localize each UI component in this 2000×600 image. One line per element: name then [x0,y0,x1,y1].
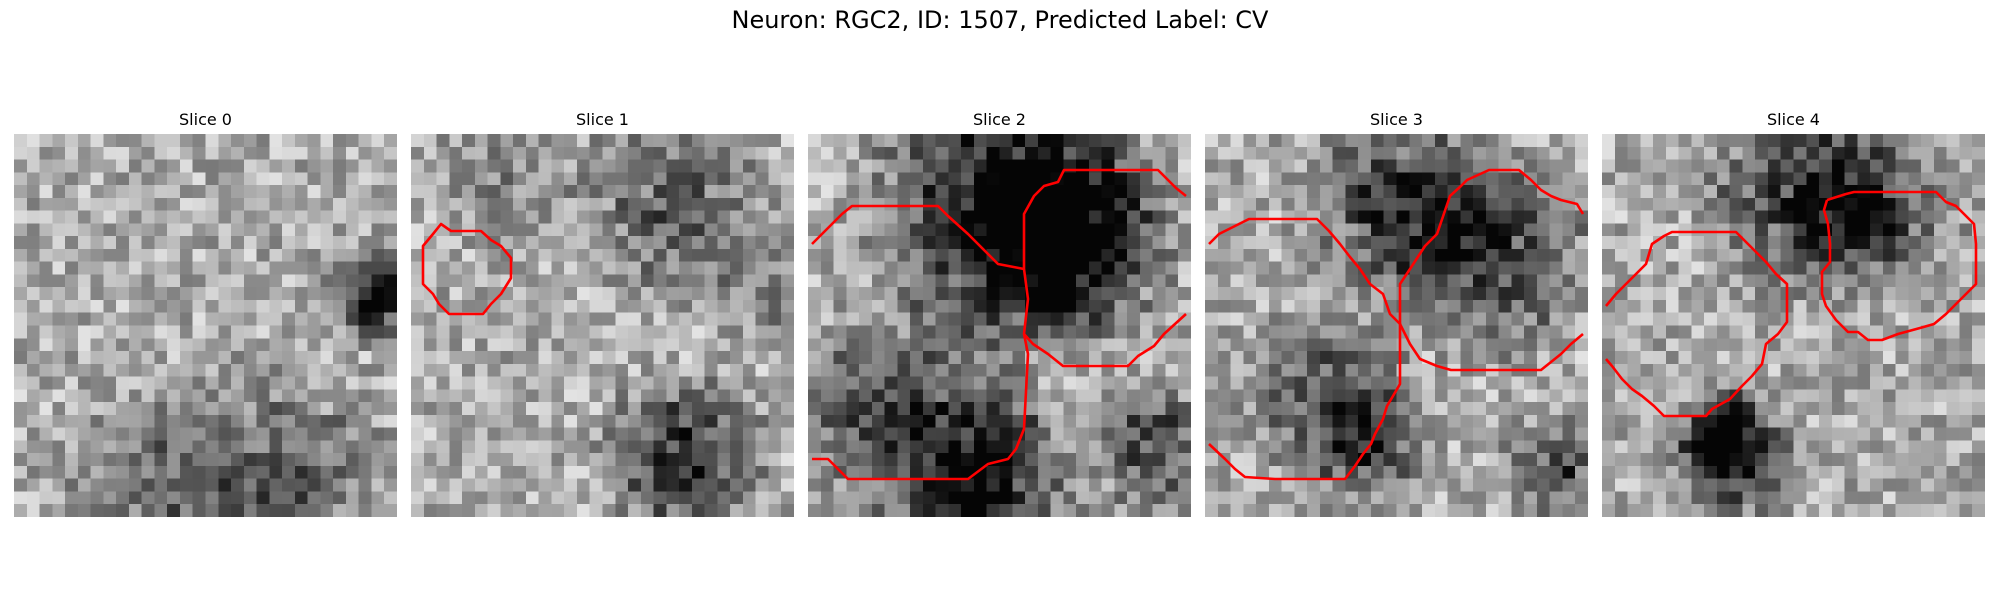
slice-2-contour-a [811,168,1187,271]
slice-4-image [1602,134,1985,517]
slice-1-overlay [421,222,513,316]
slice-2-overlay [811,168,1187,481]
slice-3-title: Slice 3 [1370,110,1423,129]
slice-0-image [14,134,397,517]
slice-2-pixels [808,134,1191,517]
slice-3-contour-c [1398,323,1584,372]
slice-0-pixels [14,134,397,517]
slice-4-pixels [1602,134,1985,517]
slice-4-overlay [1605,190,1978,418]
slice-0-overlay [14,134,397,517]
slice-1-title: Slice 1 [576,110,629,129]
slice-3-contour-b [1398,168,1585,324]
slice-3-contour-a [1208,217,1402,481]
slice-4-contour-a [1605,230,1789,418]
slice-0-title: Slice 0 [179,110,232,129]
slice-3-overlay [1208,168,1585,481]
slice-4-contour-b [1820,190,1978,342]
slice-1-contour [421,222,513,316]
slice-3-pixels [1205,134,1588,517]
slice-1-image [411,134,794,517]
slice-2-contour-c [1023,313,1187,368]
slice-1-pixels [411,134,794,517]
slice-2-title: Slice 2 [973,110,1026,129]
slice-2-contour-b [812,268,1030,481]
slice-3-image [1205,134,1588,517]
slice-4-title: Slice 4 [1767,110,1820,129]
slice-2-image [808,134,1191,517]
figure-title: Neuron: RGC2, ID: 1507, Predicted Label:… [731,6,1269,34]
